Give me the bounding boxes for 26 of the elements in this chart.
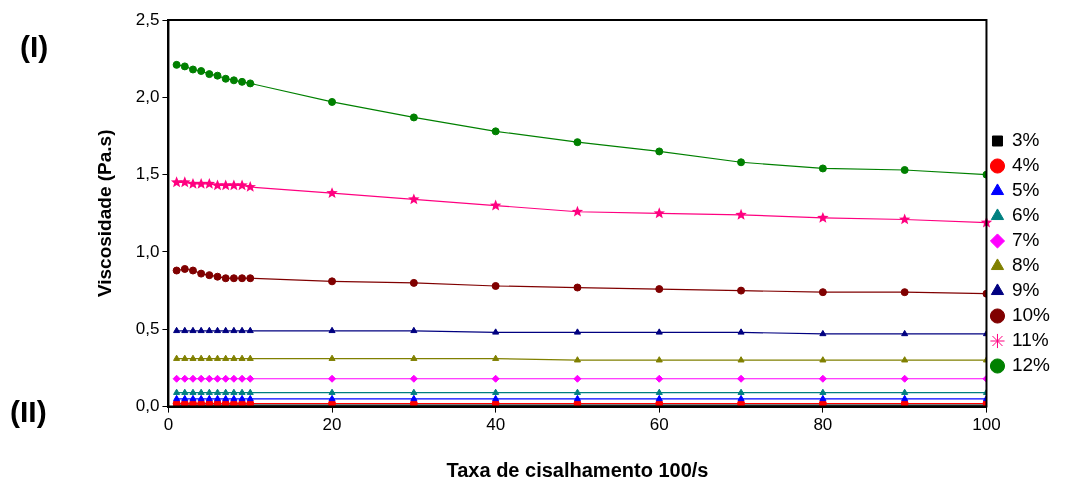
y-tick-label: 1,0	[135, 241, 160, 261]
legend-label: 8%	[1011, 254, 1040, 276]
x-tick-label: 60	[649, 415, 669, 435]
text: (II)	[10, 395, 47, 429]
x-tick-label: 40	[486, 415, 506, 435]
legend-label: 11%	[1011, 329, 1049, 351]
legend-label: 9%	[1011, 279, 1040, 301]
x-tick-label: 80	[813, 415, 833, 435]
x-tick-label: 0	[163, 415, 174, 435]
legend-label: 6%	[1011, 204, 1040, 226]
y-tick-label: 0,0	[135, 396, 160, 416]
x-axis-title: Taxa de cisalhamento 100/s	[446, 458, 709, 481]
legend-label: 4%	[1011, 154, 1040, 176]
y-tick-label: 0,5	[135, 318, 160, 338]
y-tick-label: 2,5	[135, 9, 160, 29]
legend-label: 10%	[1011, 304, 1051, 326]
legend-label: 7%	[1011, 229, 1040, 251]
y-tick-label: 2,0	[135, 87, 160, 107]
legend-label: 12%	[1011, 354, 1051, 376]
y-axis-title: Viscosidade (Pa.s)	[93, 129, 115, 298]
legend-label: 5%	[1011, 179, 1040, 201]
x-tick-label: 100	[972, 415, 1001, 435]
x-tick-label: 20	[322, 415, 342, 435]
y-tick-label: 1,5	[135, 164, 160, 184]
legend-label: 3%	[1011, 129, 1040, 151]
text: (I)	[20, 30, 49, 64]
